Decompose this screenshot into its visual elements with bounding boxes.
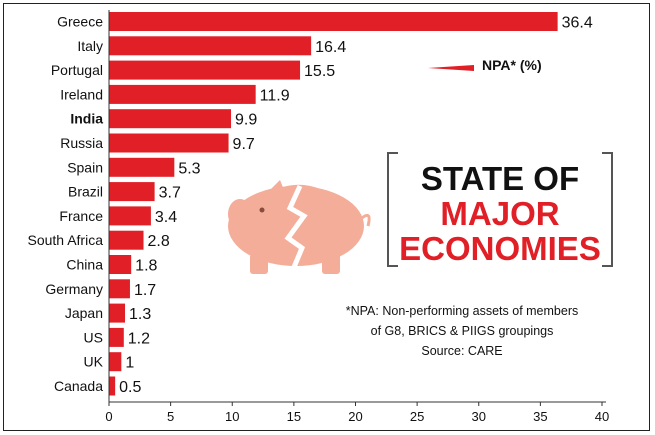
value-label-brazil: 3.7 (159, 185, 181, 202)
bar-china (109, 255, 132, 274)
category-label-india: India (70, 111, 103, 127)
bar-italy (109, 36, 312, 56)
value-label-germany: 1.7 (134, 282, 156, 299)
footnote-line2: of G8, BRICS & PIIGS groupings (371, 324, 554, 338)
chart-frame: Greece 36.4 Italy 16.4 Portugal 15.5 Ireland 11… (3, 3, 650, 431)
bar-us (109, 327, 124, 347)
value-label-ireland: 11.9 (260, 87, 290, 104)
category-label-france: France (59, 208, 103, 224)
category-label-russia: Russia (60, 135, 103, 151)
bar-ireland (109, 84, 256, 104)
value-label-portugal: 15.5 (304, 63, 335, 80)
bar-brazil (109, 182, 155, 202)
broken-piggy-bank-icon (228, 180, 371, 274)
category-label-canada: Canada (54, 378, 103, 394)
value-label-south-africa: 2.8 (148, 233, 170, 250)
x-tick-label-10: 10 (225, 409, 239, 424)
headline-line2: MAJOR (440, 195, 559, 232)
value-label-russia: 9.7 (233, 136, 255, 153)
bar-greece (109, 12, 558, 31)
value-label-canada: 0.5 (119, 379, 141, 396)
headline-line3: ECONOMIES (399, 230, 601, 267)
x-tick-label-0: 0 (105, 409, 112, 424)
bar-spain (109, 157, 175, 177)
value-label-us: 1.2 (128, 330, 150, 347)
category-label-china: China (66, 257, 103, 273)
bar-germany (109, 279, 130, 299)
x-tick-label-25: 25 (410, 409, 424, 424)
value-label-japan: 1.3 (129, 306, 151, 323)
bar-portugal (109, 60, 301, 80)
bar-uk (109, 352, 122, 372)
value-label-china: 1.8 (135, 258, 157, 275)
category-label-ireland: Ireland (60, 86, 103, 102)
bar-japan (109, 303, 126, 323)
value-label-france: 3.4 (155, 209, 177, 226)
bar-russia (109, 133, 229, 153)
category-label-germany: Germany (45, 281, 103, 297)
value-label-spain: 5.3 (178, 160, 200, 177)
category-label-uk: UK (84, 354, 104, 370)
x-tick-label-35: 35 (533, 409, 547, 424)
x-tick-label-20: 20 (348, 409, 362, 424)
category-label-brazil: Brazil (68, 184, 103, 200)
value-label-india: 9.9 (235, 112, 257, 129)
bar-south-africa (109, 230, 144, 250)
value-label-greece: 36.4 (562, 15, 593, 32)
bar-india (109, 109, 232, 129)
legend: NPA* (%) (428, 57, 542, 73)
category-label-south-africa: South Africa (28, 232, 104, 248)
x-tick-label-30: 30 (472, 409, 486, 424)
bar-france (109, 206, 151, 226)
x-tick-label-5: 5 (167, 409, 174, 424)
category-label-us: US (84, 329, 103, 345)
x-tick-label-15: 15 (287, 409, 301, 424)
category-label-portugal: Portugal (51, 62, 103, 78)
headline-box: STATE OF MAJOR ECONOMIES (387, 152, 613, 267)
x-axis: 0 5 10 15 20 25 30 35 40 (105, 10, 609, 424)
x-tick-label-40: 40 (595, 409, 609, 424)
footnote-source: Source: CARE (421, 344, 502, 358)
footnote-line1: *NPA: Non-performing assets of members (346, 304, 579, 318)
footnote: *NPA: Non-performing assets of members o… (346, 304, 579, 358)
legend-label: NPA* (%) (482, 57, 542, 73)
headline-line1: STATE OF (421, 160, 579, 197)
category-label-spain: Spain (67, 159, 103, 175)
bar-canada (109, 376, 116, 396)
category-label-italy: Italy (77, 38, 103, 54)
legend-swatch (428, 65, 474, 71)
value-label-italy: 16.4 (315, 39, 346, 56)
value-label-uk: 1 (125, 355, 134, 372)
category-label-japan: Japan (65, 305, 103, 321)
category-label-greece: Greece (57, 14, 103, 30)
